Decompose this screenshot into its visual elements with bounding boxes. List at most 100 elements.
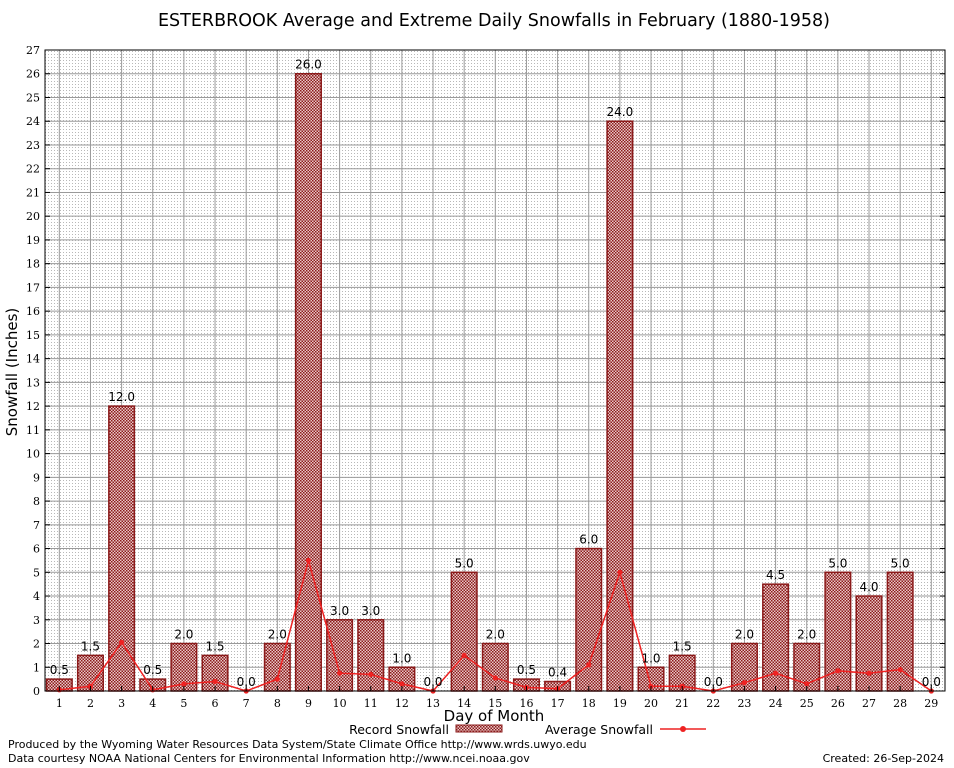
average-point bbox=[586, 662, 592, 668]
y-tick-label: 27 bbox=[26, 44, 40, 57]
x-tick-label: 10 bbox=[333, 697, 347, 710]
bar-value-label: 2.0 bbox=[735, 628, 754, 642]
bar-value-label: 5.0 bbox=[455, 556, 474, 570]
bar-value-label: 4.5 bbox=[766, 568, 785, 582]
average-point bbox=[804, 681, 810, 687]
y-tick-label: 1 bbox=[33, 661, 40, 674]
legend-record-label: Record Snowfall bbox=[349, 722, 449, 737]
x-tick-label: 21 bbox=[675, 697, 689, 710]
legend-record-swatch bbox=[455, 724, 503, 733]
bar-value-label: 0.0 bbox=[704, 675, 723, 689]
bar-value-label: 1.0 bbox=[641, 651, 660, 665]
x-tick-label: 25 bbox=[800, 697, 814, 710]
x-tick-label: 12 bbox=[395, 697, 409, 710]
x-tick-label: 4 bbox=[149, 697, 156, 710]
average-point bbox=[617, 569, 623, 575]
bar-value-label: 12.0 bbox=[108, 390, 135, 404]
footer-created: Created: 26-Sep-2024 bbox=[823, 752, 944, 765]
bar-value-label: 2.0 bbox=[174, 628, 193, 642]
bar-value-label: 1.5 bbox=[81, 639, 100, 653]
x-axis-label: Day of Month bbox=[444, 707, 545, 725]
x-tick-label: 6 bbox=[212, 697, 219, 710]
y-tick-label: 22 bbox=[26, 163, 40, 176]
y-tick-label: 18 bbox=[26, 258, 40, 271]
y-tick-label: 10 bbox=[26, 448, 40, 461]
y-tick-label: 17 bbox=[26, 281, 40, 294]
record-bar bbox=[450, 571, 478, 692]
x-tick-label: 20 bbox=[644, 697, 658, 710]
bar-value-label: 1.5 bbox=[673, 639, 692, 653]
bar-value-label: 5.0 bbox=[891, 556, 910, 570]
x-tick-label: 8 bbox=[274, 697, 281, 710]
x-tick-label: 22 bbox=[706, 697, 720, 710]
bar-value-label: 0.5 bbox=[50, 663, 69, 677]
y-tick-label: 23 bbox=[26, 139, 40, 152]
y-tick-label: 13 bbox=[26, 376, 40, 389]
bar-value-label: 6.0 bbox=[579, 533, 598, 547]
average-point bbox=[897, 667, 903, 673]
x-tick-label: 2 bbox=[87, 697, 94, 710]
x-axis-ticks: 1 2 3 4 5 6 7 8 9 10 11 12 13 14 15 16 17 18 19 20 21 22 23 24 2… bbox=[56, 686, 938, 710]
footer-produced-by: Produced by the Wyoming Water Resources … bbox=[8, 738, 587, 751]
y-tick-label: 0 bbox=[33, 685, 40, 698]
x-tick-label: 24 bbox=[769, 697, 783, 710]
x-tick-label: 5 bbox=[180, 697, 187, 710]
average-point bbox=[119, 639, 125, 645]
bar-value-label: 1.5 bbox=[205, 639, 224, 653]
bar-value-label: 0.5 bbox=[517, 663, 536, 677]
y-axis-label: Snowfall (Inches) bbox=[3, 308, 21, 436]
y-tick-label: 6 bbox=[33, 543, 40, 556]
x-tick-label: 7 bbox=[243, 697, 250, 710]
y-tick-label: 5 bbox=[33, 566, 40, 579]
x-tick-label: 16 bbox=[519, 697, 533, 710]
y-tick-label: 14 bbox=[26, 353, 40, 366]
x-tick-label: 14 bbox=[457, 697, 471, 710]
bar-value-label: 4.0 bbox=[859, 580, 878, 594]
average-point bbox=[337, 670, 343, 676]
footer-data-courtesy: Data courtesy NOAA National Centers for … bbox=[8, 752, 530, 765]
x-tick-label: 11 bbox=[364, 697, 378, 710]
y-tick-label: 8 bbox=[33, 495, 40, 508]
bar-value-label: 3.0 bbox=[330, 604, 349, 618]
record-bar bbox=[201, 654, 229, 692]
record-bar bbox=[886, 571, 914, 692]
bar-value-label: 3.0 bbox=[361, 604, 380, 618]
y-tick-label: 19 bbox=[26, 234, 40, 247]
average-point bbox=[181, 681, 187, 687]
x-tick-label: 28 bbox=[893, 697, 907, 710]
bar-value-label: 1.0 bbox=[392, 651, 411, 665]
average-point bbox=[835, 668, 841, 674]
bar-value-label: 0.0 bbox=[423, 675, 442, 689]
average-point bbox=[368, 671, 374, 677]
bar-value-label: 26.0 bbox=[295, 58, 322, 72]
x-tick-label: 3 bbox=[118, 697, 125, 710]
bar-value-label: 24.0 bbox=[607, 105, 634, 119]
y-tick-label: 15 bbox=[26, 329, 40, 342]
bar-value-label: 0.4 bbox=[548, 666, 567, 680]
y-tick-label: 12 bbox=[26, 400, 40, 413]
record-bar bbox=[855, 595, 883, 692]
y-tick-label: 4 bbox=[33, 590, 40, 603]
average-point bbox=[492, 675, 498, 681]
x-tick-label: 29 bbox=[924, 697, 938, 710]
average-point bbox=[212, 678, 218, 685]
average-point bbox=[399, 681, 405, 687]
bar-value-label: 2.0 bbox=[797, 628, 816, 642]
y-tick-label: 20 bbox=[26, 210, 40, 223]
bar-value-label: 5.0 bbox=[828, 556, 847, 570]
data-labels: 0.5 1.5 12.0 0.5 2.0 1.5 0.0 2.0 26.0 3.0 3.0 1.0 0.… bbox=[50, 58, 941, 689]
legend-average-label: Average Snowfall bbox=[545, 722, 653, 737]
y-tick-label: 11 bbox=[26, 424, 40, 437]
x-tick-label: 26 bbox=[831, 697, 845, 710]
y-tick-label: 25 bbox=[26, 91, 40, 104]
average-point bbox=[866, 670, 872, 676]
record-bar bbox=[575, 547, 603, 692]
chart-title: ESTERBROOK Average and Extreme Daily Sno… bbox=[158, 11, 830, 31]
x-tick-label: 19 bbox=[613, 697, 627, 710]
x-tick-label: 9 bbox=[305, 697, 312, 710]
x-tick-label: 13 bbox=[426, 697, 440, 710]
y-tick-label: 7 bbox=[33, 519, 40, 532]
bar-value-label: 0.0 bbox=[922, 675, 941, 689]
x-tick-label: 23 bbox=[737, 697, 751, 710]
